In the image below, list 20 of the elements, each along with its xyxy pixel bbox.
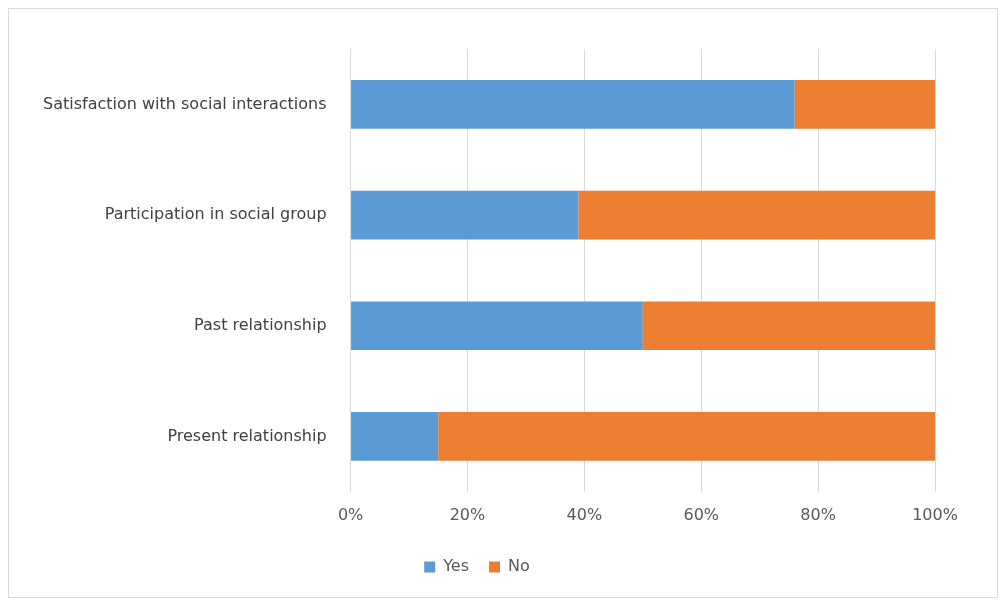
bar bbox=[794, 80, 935, 129]
x-tick-label: 80% bbox=[800, 504, 836, 524]
bar bbox=[642, 301, 935, 351]
y-tick-label: Past relationship bbox=[194, 314, 327, 334]
y-tick-label: Participation in social group bbox=[104, 204, 327, 224]
bar bbox=[351, 80, 795, 129]
x-tick-label: 100% bbox=[912, 504, 958, 524]
bar bbox=[351, 301, 643, 351]
y-tick-label: Present relationship bbox=[167, 425, 327, 445]
bar bbox=[351, 190, 579, 240]
x-tick-label: 20% bbox=[449, 504, 486, 524]
bar bbox=[438, 412, 935, 461]
y-tick-label: Satisfaction with social interactions bbox=[42, 93, 327, 113]
x-tick-label: 0% bbox=[337, 504, 364, 524]
bar bbox=[578, 190, 935, 240]
legend-label: Yes bbox=[442, 556, 470, 576]
x-tick-label: 60% bbox=[683, 504, 720, 524]
legend-label: No bbox=[508, 556, 530, 576]
x-tick-label: 40% bbox=[566, 504, 603, 524]
bar bbox=[351, 412, 439, 461]
